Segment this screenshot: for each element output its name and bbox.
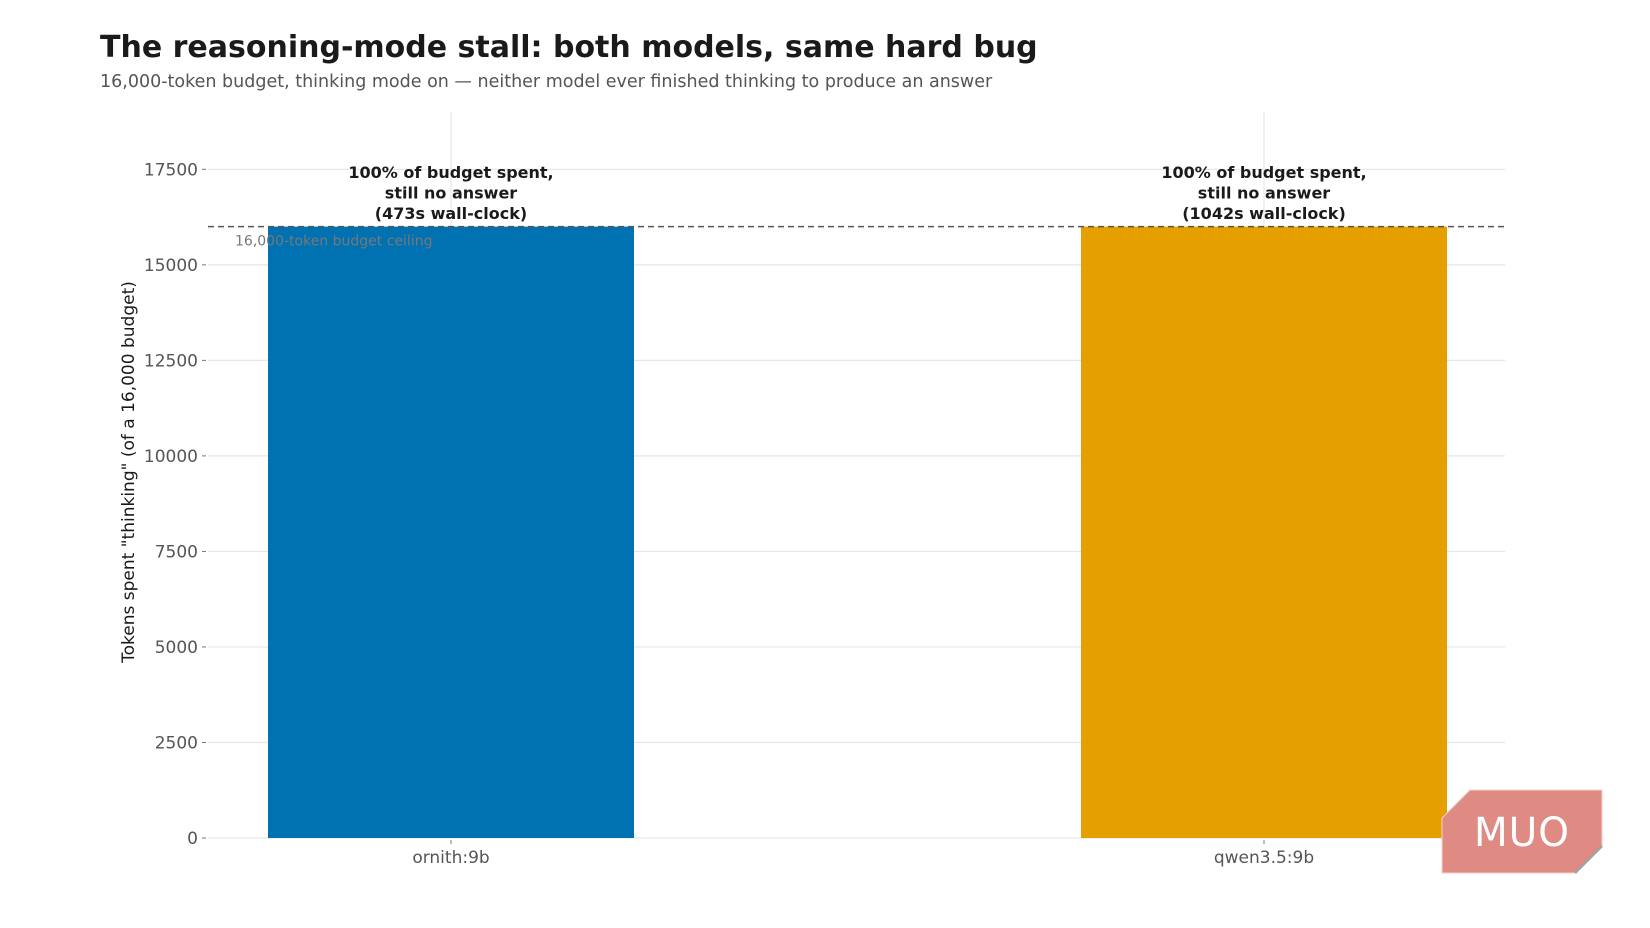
- bars-layer: [268, 226, 1447, 838]
- muo-logo-text: MUO: [1474, 810, 1570, 856]
- chart-subtitle: 16,000-token budget, thinking mode on — …: [100, 72, 993, 92]
- x-tick-label: ornith:9b: [412, 848, 489, 868]
- bar-annotation-line: (473s wall-clock): [375, 204, 527, 223]
- bar-annotation: 100% of budget spent, still no answer (473…: [348, 163, 553, 223]
- chart-title: The reasoning-mode stall: both models, s…: [100, 30, 1038, 65]
- bar-annotation-line: still no answer: [385, 184, 517, 203]
- y-axis: 0 2500 5000 7500 10000 12500 15000 17500: [144, 160, 206, 849]
- bar-ornith-9b: [268, 226, 634, 838]
- x-tick-label: qwen3.5:9b: [1214, 848, 1314, 868]
- bar-annotation-line: 100% of budget spent,: [348, 163, 553, 182]
- muo-logo: MUO: [1441, 789, 1603, 874]
- bar-annotation-line: still no answer: [1198, 184, 1330, 203]
- y-tick-label: 5000: [155, 638, 198, 658]
- bar-annotation: 100% of budget spent, still no answer (104…: [1161, 163, 1366, 223]
- y-tick-label: 12500: [144, 351, 198, 371]
- y-tick-label: 2500: [155, 733, 198, 753]
- y-tick-label: 10000: [144, 447, 198, 467]
- y-tick-label: 7500: [155, 542, 198, 562]
- bar-annotation-line: (1042s wall-clock): [1182, 204, 1346, 223]
- x-axis: ornith:9b qwen3.5:9b: [412, 840, 1314, 868]
- annotation-layer: 100% of budget spent, still no answer (473…: [348, 163, 1366, 223]
- y-tick-label: 15000: [144, 256, 198, 276]
- budget-ceiling-label: 16,000-token budget ceiling: [235, 234, 432, 250]
- reference-layer: 16,000-token budget ceiling: [208, 225, 1505, 250]
- y-tick-label: 0: [187, 829, 198, 849]
- y-axis-label: Tokens spent "thinking" (of a 16,000 bud…: [119, 281, 139, 664]
- bar-qwen3-5-9b: [1081, 226, 1447, 838]
- bar-annotation-line: 100% of budget spent,: [1161, 163, 1366, 182]
- y-tick-label: 17500: [144, 160, 198, 180]
